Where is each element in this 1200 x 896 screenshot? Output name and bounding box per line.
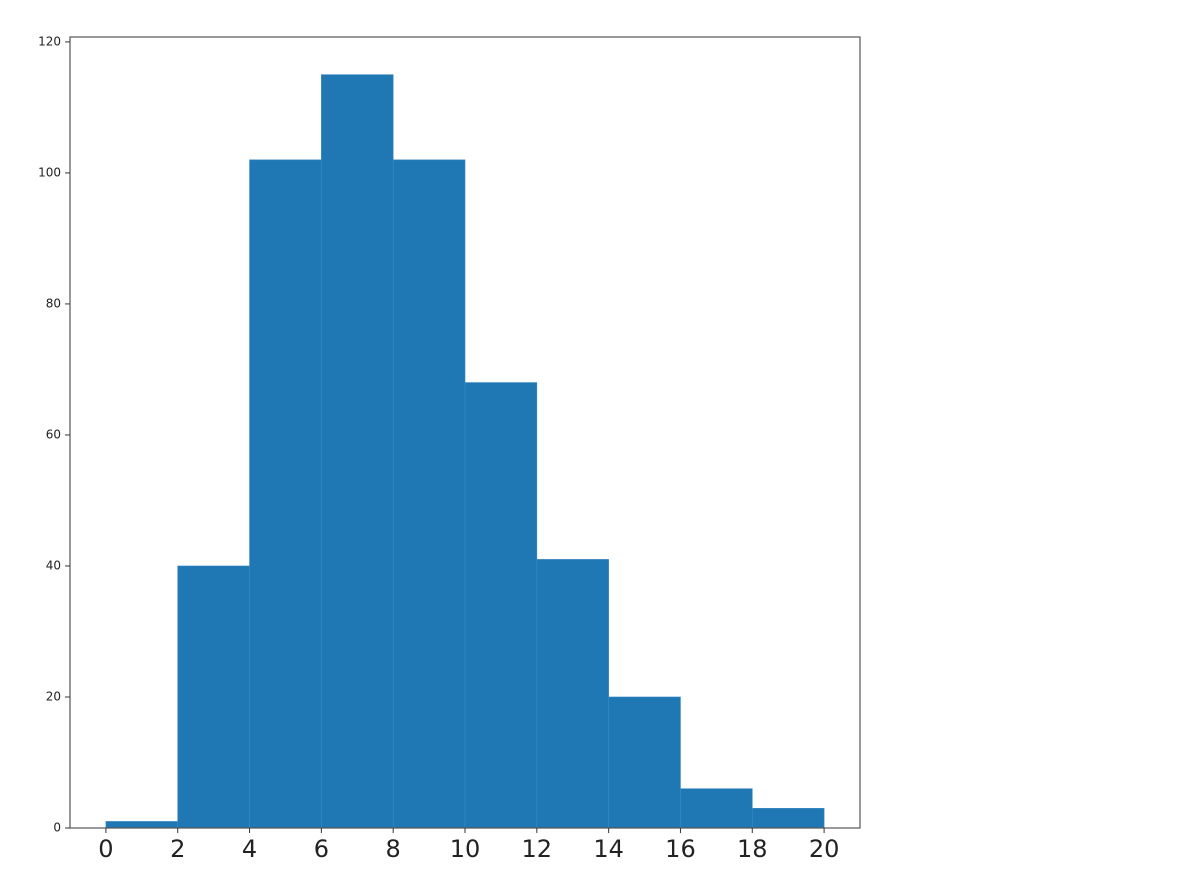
y-tick-label: 120: [38, 34, 61, 48]
x-tick-label: 6: [314, 835, 329, 863]
x-tick-label: 8: [386, 835, 401, 863]
bar: [680, 788, 753, 829]
bar: [608, 696, 681, 829]
y-tick-label: 20: [46, 689, 61, 703]
bar: [464, 382, 538, 829]
x-tick-label: 0: [98, 835, 113, 863]
x-tick-label: 16: [665, 835, 696, 863]
bar: [177, 565, 250, 829]
x-tick-label: 18: [737, 835, 768, 863]
y-tick-label: 80: [46, 296, 61, 310]
x-tick-label: 2: [170, 835, 185, 863]
y-tick-label: 100: [38, 165, 61, 179]
bar: [751, 808, 825, 829]
bar: [105, 821, 179, 829]
x-tick-label: 12: [522, 835, 553, 863]
y-tick-label: 40: [46, 558, 61, 572]
x-tick-label: 4: [242, 835, 257, 863]
y-tick-label: 0: [53, 821, 61, 835]
bar: [536, 559, 609, 829]
bar: [392, 159, 466, 829]
x-tick-label: 20: [809, 835, 840, 863]
x-tick-label: 14: [593, 835, 624, 863]
y-tick-label: 60: [46, 427, 61, 441]
x-tick-label: 10: [450, 835, 481, 863]
bar: [249, 159, 322, 829]
bar: [321, 74, 394, 829]
